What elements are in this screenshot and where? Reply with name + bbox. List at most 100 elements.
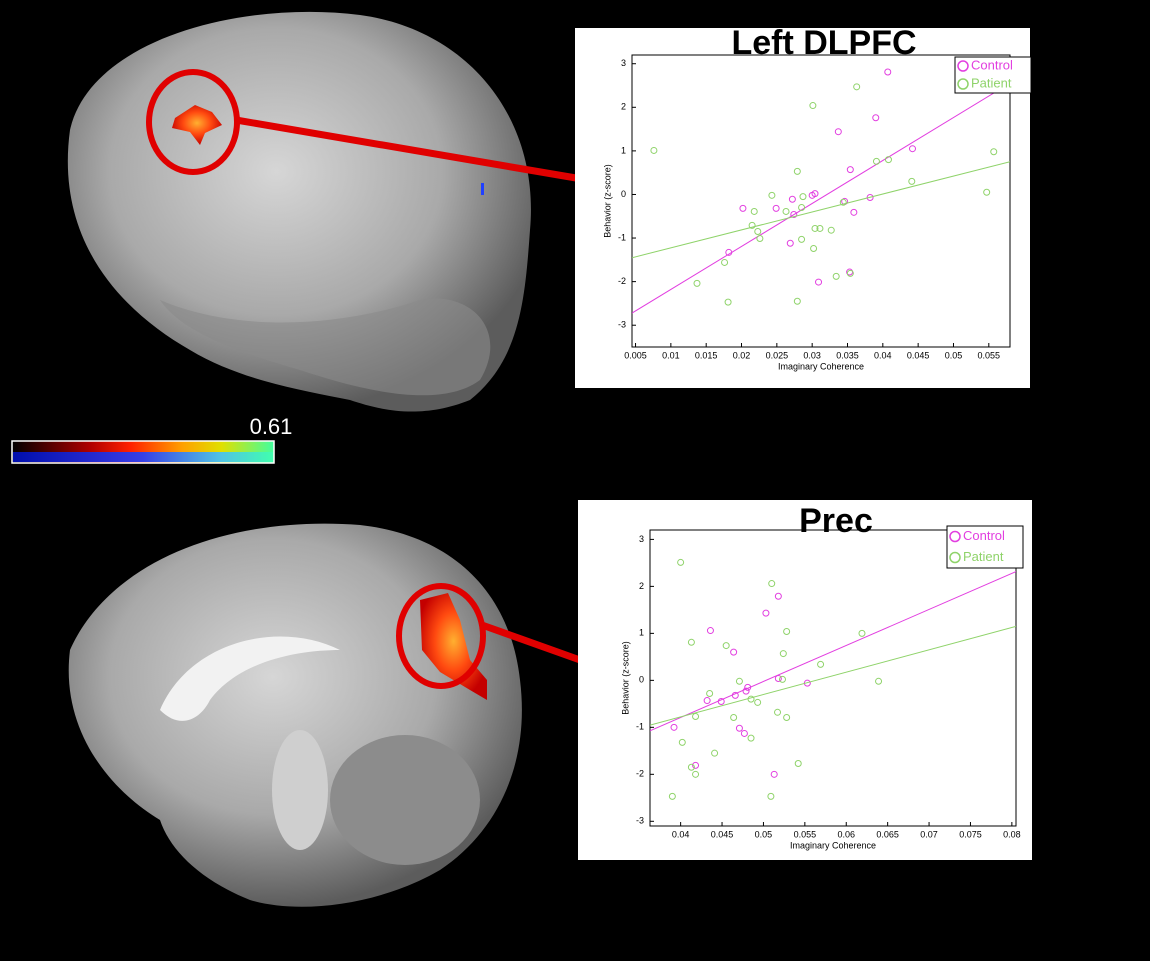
data-point [742, 687, 750, 695]
data-point [810, 245, 818, 253]
data-point [740, 729, 748, 737]
data-point [650, 146, 658, 154]
data-point [884, 156, 892, 164]
legend-label: Control [963, 528, 1005, 543]
x-tick-label: 0.02 [733, 350, 751, 360]
roi-circle [396, 583, 486, 689]
data-point [990, 148, 998, 156]
y-tick-label: 0 [621, 189, 626, 199]
legend-marker [957, 60, 969, 72]
data-point [692, 761, 700, 769]
data-point [783, 627, 791, 635]
legend-box [946, 525, 1024, 569]
x-axis-label: Imaginary Coherence [790, 840, 876, 850]
data-point [677, 558, 685, 566]
chart-title: Prec [799, 502, 873, 540]
colorbar-label: 0.61 [250, 414, 293, 439]
x-tick-label: 0.035 [836, 350, 859, 360]
x-axis-label: Imaginary Coherence [778, 361, 864, 371]
data-point [811, 190, 819, 198]
x-tick-label: 0.04 [874, 350, 892, 360]
data-point [779, 650, 787, 658]
data-point [908, 145, 916, 153]
data-point [799, 193, 807, 201]
legend-label: Control [971, 57, 1013, 72]
data-point [983, 188, 991, 196]
data-point [793, 297, 801, 305]
x-tick-label: 0.03 [803, 350, 821, 360]
y-tick-label: -1 [636, 722, 644, 732]
data-point [768, 580, 776, 588]
brainstem [272, 730, 328, 850]
data-point [788, 195, 796, 203]
data-point [747, 695, 755, 703]
data-point [834, 128, 842, 136]
data-point [747, 734, 755, 742]
data-point [827, 226, 835, 234]
data-point [770, 770, 778, 778]
data-point [754, 698, 762, 706]
y-tick-label: 3 [621, 58, 626, 68]
brain-medial [68, 523, 522, 907]
data-point [858, 629, 866, 637]
data-point [832, 272, 840, 280]
data-point [754, 228, 762, 236]
data-point [762, 609, 770, 617]
legend-marker [949, 530, 961, 543]
x-tick-label: 0.045 [907, 350, 930, 360]
y-tick-label: 3 [639, 534, 644, 544]
data-point [774, 708, 782, 716]
data-point [853, 83, 861, 91]
y-axis-label: Behavior (z-score) [620, 641, 630, 715]
data-point [872, 114, 880, 122]
x-tick-label: 0.06 [837, 829, 855, 839]
data-point [721, 258, 729, 266]
data-point [778, 675, 786, 683]
data-point [725, 248, 733, 256]
data-point [735, 724, 743, 732]
x-tick-label: 0.07 [920, 829, 938, 839]
x-tick-label: 0.08 [1003, 829, 1021, 839]
y-tick-label: -2 [618, 276, 626, 286]
data-point [668, 792, 676, 800]
x-tick-label: 0.015 [695, 350, 718, 360]
data-point [744, 683, 752, 691]
y-tick-label: -1 [618, 232, 626, 242]
data-point [748, 221, 756, 229]
data-point [774, 592, 782, 600]
data-point [798, 235, 806, 243]
data-point [794, 760, 802, 768]
data-point [687, 638, 695, 646]
y-tick-label: -2 [636, 769, 644, 779]
x-tick-label: 0.025 [766, 350, 789, 360]
data-point [816, 224, 824, 232]
data-point [793, 167, 801, 175]
data-point [706, 627, 714, 635]
data-point [730, 713, 738, 721]
data-point [811, 224, 819, 232]
data-point [739, 204, 747, 212]
data-point [786, 239, 794, 247]
x-tick-label: 0.005 [624, 350, 647, 360]
x-tick-label: 0.075 [959, 829, 982, 839]
fit-line [632, 82, 1010, 314]
legend-label: Patient [963, 549, 1004, 564]
data-point [706, 690, 714, 698]
fit-line [650, 571, 1016, 732]
data-point [731, 691, 739, 699]
data-point [730, 648, 738, 656]
data-point [884, 68, 892, 76]
data-point [717, 697, 725, 705]
data-point [872, 157, 880, 165]
x-tick-label: 0.055 [794, 829, 817, 839]
data-point [735, 677, 743, 685]
activation-blue [481, 183, 484, 195]
plot-area [631, 54, 1011, 348]
data-point [908, 177, 916, 185]
activation-blob [172, 105, 222, 145]
data-point [692, 713, 700, 721]
connector [480, 621, 582, 664]
data-point [817, 660, 825, 668]
data-point [782, 207, 790, 215]
